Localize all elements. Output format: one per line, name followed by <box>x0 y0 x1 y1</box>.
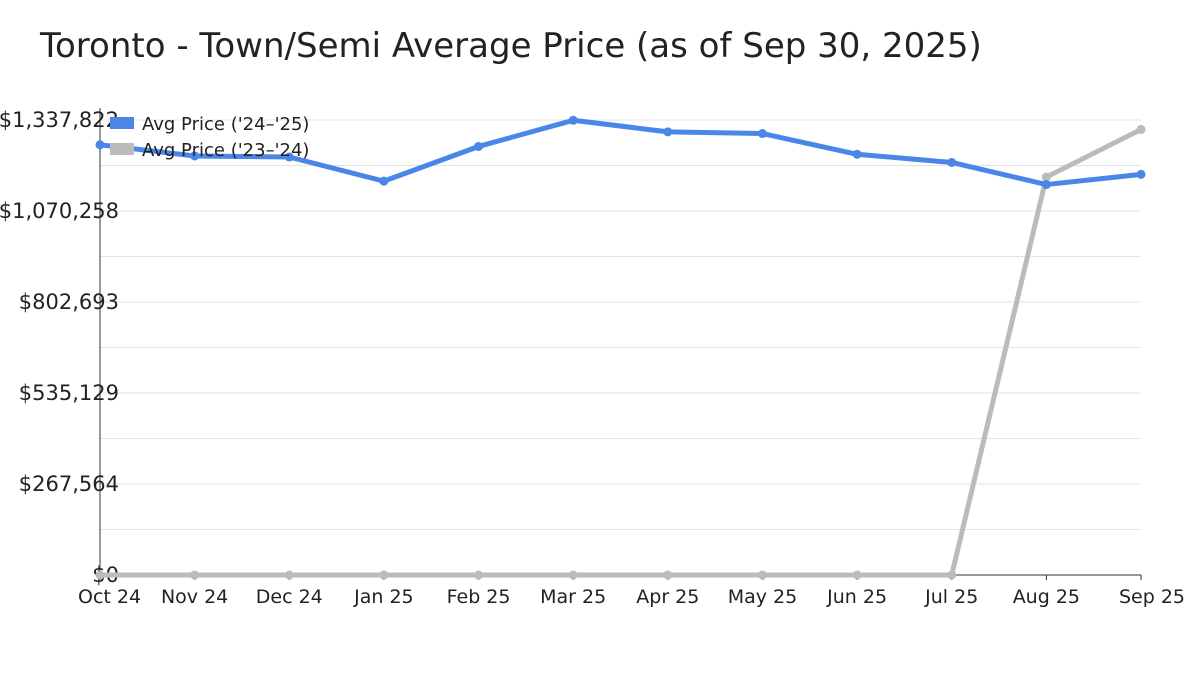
data-point <box>852 149 862 159</box>
series-current <box>95 115 1146 190</box>
y-tick-label: $1,337,822 <box>0 108 119 132</box>
x-tick-label: Apr 25 <box>636 586 699 608</box>
x-tick-label: Mar 25 <box>540 586 606 608</box>
legend-item: Avg Price ('23–'24) <box>110 140 309 161</box>
data-point <box>663 570 673 580</box>
x-tick-label: Dec 24 <box>256 586 323 608</box>
y-tick-label: $1,070,258 <box>0 199 119 223</box>
legend-swatch <box>110 143 134 155</box>
x-tick-label: May 25 <box>728 586 798 608</box>
data-point <box>947 570 957 580</box>
data-point <box>1136 124 1146 134</box>
x-tick-label: Jul 25 <box>924 586 978 608</box>
data-point <box>284 570 294 580</box>
gridlines <box>100 119 1141 530</box>
data-point <box>852 570 862 580</box>
data-point <box>95 140 105 150</box>
series-previous <box>95 124 1146 580</box>
series-line <box>97 117 1144 188</box>
data-point <box>1041 180 1051 190</box>
y-tick-label: $535,129 <box>19 381 119 405</box>
chart-title: Toronto - Town/Semi Average Price (as of… <box>40 26 982 66</box>
data-point <box>568 115 578 125</box>
x-tick-label: Oct 24 <box>78 586 141 608</box>
data-point <box>190 151 200 161</box>
legend-label: Avg Price ('24–'25) <box>142 114 309 135</box>
data-point <box>95 570 105 580</box>
x-tick-label: Feb 25 <box>447 586 511 608</box>
data-point <box>1136 169 1146 179</box>
y-tick-label: $267,564 <box>19 472 119 496</box>
data-point <box>568 570 578 580</box>
series <box>95 115 1146 580</box>
legend: Avg Price ('24–'25) Avg Price ('23–'24) <box>110 114 309 161</box>
data-point <box>190 570 200 580</box>
data-point <box>663 127 673 137</box>
data-point <box>474 570 484 580</box>
data-point <box>379 176 389 186</box>
data-point <box>1041 172 1051 182</box>
x-tick-label: Jan 25 <box>353 586 414 608</box>
legend-item: Avg Price ('24–'25) <box>110 114 309 135</box>
x-tick-label: Jun 25 <box>826 586 887 608</box>
x-tick-label: Nov 24 <box>161 586 228 608</box>
data-point <box>757 570 767 580</box>
legend-label: Avg Price ('23–'24) <box>142 140 309 161</box>
axes <box>99 108 1141 576</box>
data-point <box>474 141 484 151</box>
x-tick-label: Aug 25 <box>1013 586 1080 608</box>
x-axis-ticks: Oct 24 Nov 24 Dec 24 Jan 25 Feb 25 Mar 25 Apr … <box>78 575 1185 608</box>
series-line <box>97 126 1144 578</box>
legend-swatch <box>110 117 134 129</box>
data-point <box>284 152 294 162</box>
data-point <box>757 129 767 139</box>
y-tick-label: $802,693 <box>19 290 119 314</box>
x-tick-label: Sep 25 <box>1119 586 1185 608</box>
data-point <box>947 157 957 167</box>
data-point <box>379 570 389 580</box>
